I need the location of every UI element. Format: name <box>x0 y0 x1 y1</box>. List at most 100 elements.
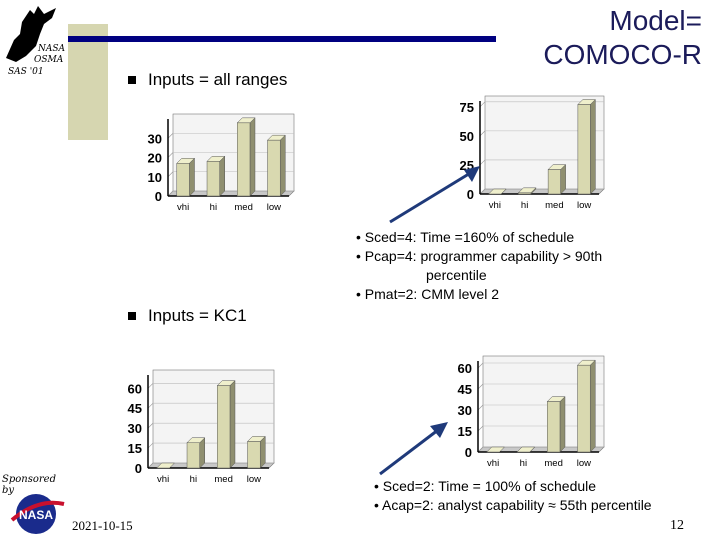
title-rule <box>68 36 496 42</box>
gridline-diag <box>167 190 174 197</box>
y-tick-label: 15 <box>128 441 142 456</box>
sponsor-label: Sponsored by <box>2 474 56 496</box>
gridline-diag <box>479 101 486 108</box>
x-tick-label: low <box>267 202 281 213</box>
x-tick-label: hi <box>521 200 528 211</box>
logo-text-sas: SAS '01 <box>8 67 44 77</box>
notes-kc1: • Sced=2: Time = 100% of schedule • Acap… <box>374 477 652 515</box>
bar-side <box>229 380 236 469</box>
bar <box>577 364 591 453</box>
bar-top <box>516 446 536 453</box>
bar-side <box>559 395 566 453</box>
y-tick-label: 30 <box>458 403 472 418</box>
x-tick-label: med <box>234 202 252 213</box>
bar-side <box>590 98 596 195</box>
sponsor-line-2: by <box>2 485 15 496</box>
x-tick-label: vhi <box>487 458 499 469</box>
gridline-diag <box>147 462 154 469</box>
logo-text-osma: OSMA <box>34 55 64 65</box>
gridline-diag <box>477 383 484 390</box>
bar <box>267 139 281 197</box>
gridline-diag <box>479 159 486 166</box>
note-line: • Sced=4: Time =160% of schedule <box>356 229 575 245</box>
x-tick-label: vhi <box>157 474 169 485</box>
slide-title: Model= COMOCO-R <box>482 4 702 72</box>
gridline-diag <box>477 404 484 411</box>
nasa-osma-logo: NASA OSMA SAS '01 <box>0 0 72 90</box>
y-tick-label: 50 <box>460 129 474 144</box>
chart-all-ranges-left: 0 10 20 30 vhi hi med low <box>148 113 295 213</box>
x-tick-label: hi <box>190 474 197 485</box>
y-tick-label: 45 <box>458 382 472 397</box>
y-tick-label: 60 <box>458 361 472 376</box>
bar-side <box>259 435 266 469</box>
gridline-diag <box>147 422 154 429</box>
bar <box>217 385 231 469</box>
x-tick-label: vhi <box>177 202 189 213</box>
x-tick-label: hi <box>210 202 217 213</box>
gridline-diag <box>479 188 486 195</box>
title-line-2: COMOCO-R <box>543 39 702 70</box>
gridline-diag <box>477 446 484 453</box>
x-tick-label: low <box>247 474 261 485</box>
y-tick-label: 30 <box>128 421 142 436</box>
gridline-diag <box>147 383 154 389</box>
bar <box>247 441 261 469</box>
arrow-to-chart-top <box>389 166 480 224</box>
bar-top <box>156 462 176 469</box>
x-tick-label: med <box>545 200 563 211</box>
bullet-text: Inputs = all ranges <box>148 70 288 89</box>
bar-side <box>589 359 596 453</box>
y-tick-label: 60 <box>128 381 142 396</box>
chart-kc1-right: 0 15 30 45 60 vhi hi med low <box>458 355 605 469</box>
note-line: • Pcap=4: programmer capability > 90th <box>356 248 603 264</box>
bar <box>237 122 251 197</box>
y-tick-label: 0 <box>467 187 474 202</box>
page-number: 12 <box>670 518 684 533</box>
x-tick-label: med <box>214 474 232 485</box>
title-line-1: Model= <box>609 5 702 36</box>
x-tick-label: low <box>577 200 591 211</box>
gridline-diag <box>167 133 174 139</box>
bar <box>547 401 561 453</box>
note-line: • Acap=2: analyst capability ≈ 55th perc… <box>374 497 652 513</box>
arrow-to-chart-bottom <box>379 422 448 476</box>
bar <box>186 442 200 469</box>
decorative-side-bar <box>68 24 108 140</box>
nasa-meatball-logo: NASA <box>10 494 65 534</box>
bullet-square-icon <box>128 312 136 320</box>
gridline-diag <box>147 403 154 409</box>
gridline-diag <box>147 442 154 449</box>
y-tick-label: 0 <box>135 461 142 476</box>
bar <box>518 192 532 195</box>
nasa-logo-text: NASA <box>19 508 53 522</box>
bullet-kc1: Inputs = KC1 <box>128 306 247 326</box>
gridline-diag <box>167 152 174 158</box>
bar <box>577 104 591 195</box>
gridline-diag <box>167 171 174 177</box>
gridline-diag <box>477 425 484 432</box>
y-tick-label: 30 <box>148 131 162 146</box>
x-tick-label: low <box>577 458 591 469</box>
bar <box>547 169 561 195</box>
bar-side <box>249 117 256 197</box>
bar-side <box>279 134 286 197</box>
y-tick-label: 0 <box>465 445 472 460</box>
y-tick-label: 20 <box>148 151 162 166</box>
bar-top <box>488 188 507 195</box>
gridline-diag <box>477 362 484 369</box>
chart-kc1-left: 0 15 30 45 60 vhi hi med low <box>128 369 275 485</box>
x-tick-label: vhi <box>489 200 501 211</box>
west-virginia-map-icon <box>6 6 56 62</box>
sponsor-line-1: Sponsored <box>2 474 56 485</box>
y-tick-label: 0 <box>155 189 162 204</box>
bar-top <box>486 446 506 453</box>
note-line: percentile <box>426 267 487 283</box>
note-line: • Sced=2: Time = 100% of schedule <box>374 478 597 494</box>
bullet-all-ranges: Inputs = all ranges <box>128 70 287 90</box>
x-tick-label: hi <box>520 458 527 469</box>
note-line: • Pmat=2: CMM level 2 <box>356 286 500 302</box>
x-tick-label: med <box>544 458 562 469</box>
y-tick-label: 75 <box>460 100 474 115</box>
